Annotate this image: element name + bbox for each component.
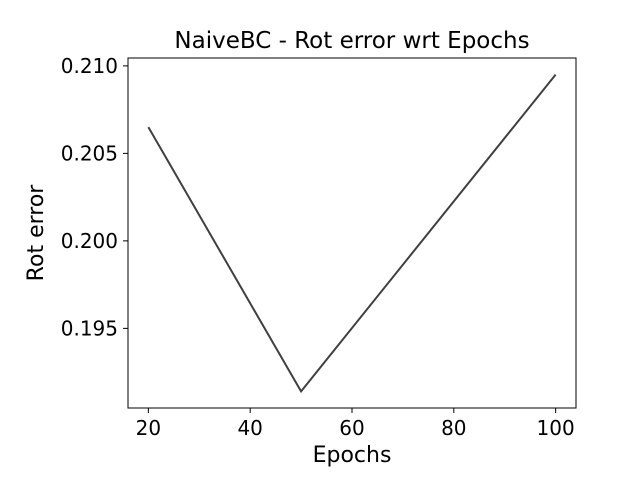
x-tick-label: 60 [339, 416, 364, 440]
x-axis-label: Epochs [313, 443, 392, 468]
x-tick-label: 40 [237, 416, 262, 440]
y-tick-label: 0.200 [61, 229, 118, 253]
plot-frame [127, 57, 577, 409]
chart-title: NaiveBC - Rot error wrt Epochs [174, 28, 529, 54]
y-axis: 0.195 0.200 0.205 0.210 [61, 54, 128, 340]
y-tick-label: 0.210 [61, 54, 118, 78]
y-tick-label: 0.205 [61, 141, 118, 165]
x-tick-label: 100 [537, 416, 575, 440]
series-layer [147, 73, 557, 394]
x-axis: 20 40 60 80 100 [136, 408, 575, 440]
x-tick-label: 80 [441, 416, 466, 440]
y-tick-label: 0.195 [61, 316, 118, 340]
series-line [147, 73, 557, 394]
x-tick-label: 20 [136, 416, 161, 440]
plot-area [127, 57, 577, 409]
y-axis-label: Rot error [24, 184, 49, 282]
